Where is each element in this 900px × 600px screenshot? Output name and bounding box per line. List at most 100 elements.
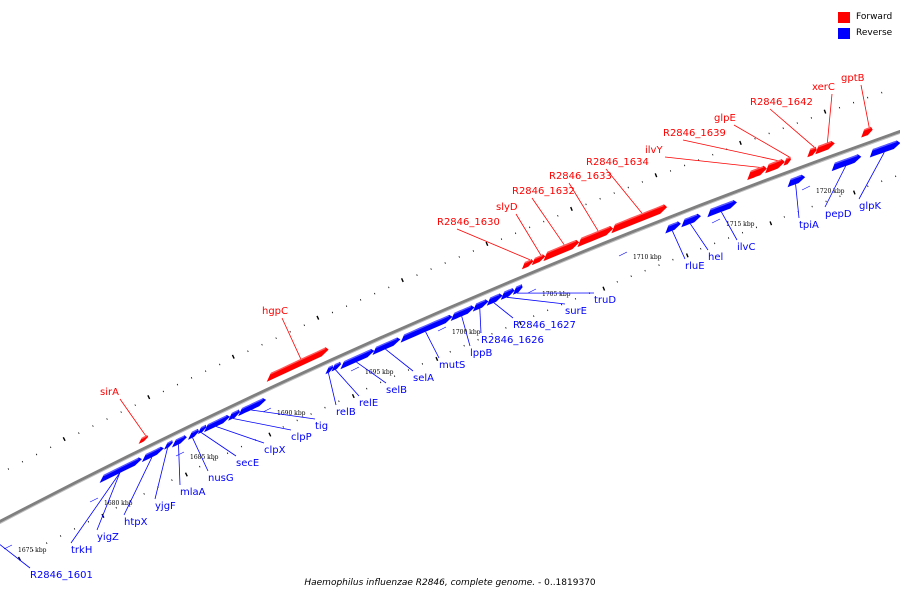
figure-caption: Haemophilus influenzae R2846, complete g…: [0, 578, 900, 588]
gene-secE: [197, 424, 207, 435]
tick-mark: [171, 479, 173, 482]
gene-highlight: [834, 154, 858, 165]
caption-range: - 0..1819370: [535, 578, 596, 588]
leader-R2846_1634: [605, 168, 643, 214]
tick-mark: [212, 459, 215, 461]
tick-mark: [226, 452, 229, 455]
gene-tpiA: [787, 174, 806, 188]
leader-R2846_1632: [531, 197, 565, 246]
tick-mark: [7, 468, 10, 470]
label-glpE: glpE: [714, 113, 736, 124]
leader-R2846_1630: [456, 228, 531, 261]
tick-mark: [654, 173, 658, 178]
leader-xerC: [827, 93, 833, 143]
tick-mark: [176, 383, 179, 386]
scale-leader: [175, 451, 185, 457]
scale-label: 1695 kbp: [365, 369, 394, 376]
label-htpX: htpX: [124, 517, 148, 528]
label-R2846_1634: R2846_1634: [586, 157, 649, 168]
tick-mark: [184, 472, 188, 477]
scale-label: 1715 kbp: [726, 221, 755, 228]
tick-mark: [310, 413, 312, 415]
tick-mark: [574, 297, 577, 300]
gene-lppB: [450, 305, 475, 321]
gene-highlight: [333, 362, 340, 366]
tick-mark: [700, 247, 702, 250]
gene-highlight: [534, 254, 543, 260]
gene-hel: [681, 213, 701, 228]
label-xerC: xerC: [812, 82, 835, 93]
scale-leader: [262, 407, 272, 413]
tick-mark: [147, 395, 151, 400]
tick-mark: [627, 186, 629, 189]
tick-mark: [714, 242, 716, 245]
scale-leader: [711, 218, 721, 224]
tick-mark: [444, 262, 446, 264]
leader-glpE: [733, 124, 790, 158]
label-R2846_1642: R2846_1642: [750, 97, 813, 108]
tick-mark: [881, 180, 883, 183]
leader-clpP: [233, 418, 292, 431]
leader-selB: [356, 361, 387, 384]
genome-backbone: [0, 129, 900, 524]
tick-mark: [839, 195, 841, 198]
label-sirA: sirA: [100, 387, 119, 398]
scale-leader: [801, 185, 811, 191]
tick-mark: [557, 214, 559, 217]
label-tig: tig: [315, 421, 328, 432]
tick-mark: [458, 256, 460, 258]
gene-mlaA: [171, 435, 187, 448]
gene-slyD: [531, 254, 546, 266]
leader-lines: [0, 84, 885, 569]
gene-R2846_1633: [577, 226, 614, 248]
legend-forward-label: Forward: [856, 12, 893, 22]
tick-mark: [505, 327, 507, 329]
tick-mark: [32, 549, 34, 552]
tick-mark: [388, 286, 390, 289]
scale-labels: 1675 kbp 1680 kbp 1685 kbp 1690 kbp 1695 kbp…: [3, 185, 845, 554]
tick-mark: [560, 303, 563, 306]
tick-mark: [570, 206, 573, 212]
gene-highlight: [102, 457, 139, 477]
gene-sirA: [138, 435, 149, 444]
label-R2846_1627: R2846_1627: [513, 320, 576, 331]
tick-mark: [529, 226, 531, 229]
tick-mark: [543, 220, 545, 223]
gene-highlight: [683, 214, 698, 221]
leader-glpK: [858, 152, 885, 200]
label-selA: selA: [413, 373, 434, 384]
legend-reverse-swatch: [838, 27, 850, 39]
gene-highlight: [785, 156, 791, 160]
label-hgpC: hgpC: [262, 306, 288, 317]
gene-highlight: [145, 446, 161, 456]
tick-mark: [296, 419, 298, 422]
tick-mark: [810, 117, 812, 119]
tick-mark: [46, 542, 48, 544]
tick-mark: [261, 343, 263, 346]
tick-mark: [712, 153, 714, 156]
label-relB: relB: [336, 407, 356, 418]
label-truD: truD: [594, 295, 616, 306]
gene-highlight: [191, 429, 198, 434]
gene-highlight: [166, 440, 173, 445]
gene-highlight: [270, 347, 326, 375]
label-R2846_1626: R2846_1626: [481, 335, 544, 346]
gene-ilvC: [707, 200, 737, 218]
gene-highlight: [403, 315, 450, 336]
leader-slyD: [515, 213, 542, 256]
tick-mark: [430, 268, 432, 270]
gene-R2846_1630: [521, 259, 534, 270]
tick-mark: [741, 231, 744, 234]
leader-R2846_1626: [479, 308, 482, 334]
legend-forward: Forward: [838, 9, 892, 25]
gene-highlight: [327, 365, 333, 369]
gene-highlight: [375, 337, 398, 349]
tick-mark: [219, 363, 221, 366]
gene-features: [99, 126, 900, 483]
leader-lppB: [461, 316, 471, 347]
gene-highlight: [489, 293, 500, 300]
gene-highlight: [768, 159, 782, 166]
label-clpP: clpP: [291, 432, 312, 443]
gene-highlight: [241, 398, 263, 410]
